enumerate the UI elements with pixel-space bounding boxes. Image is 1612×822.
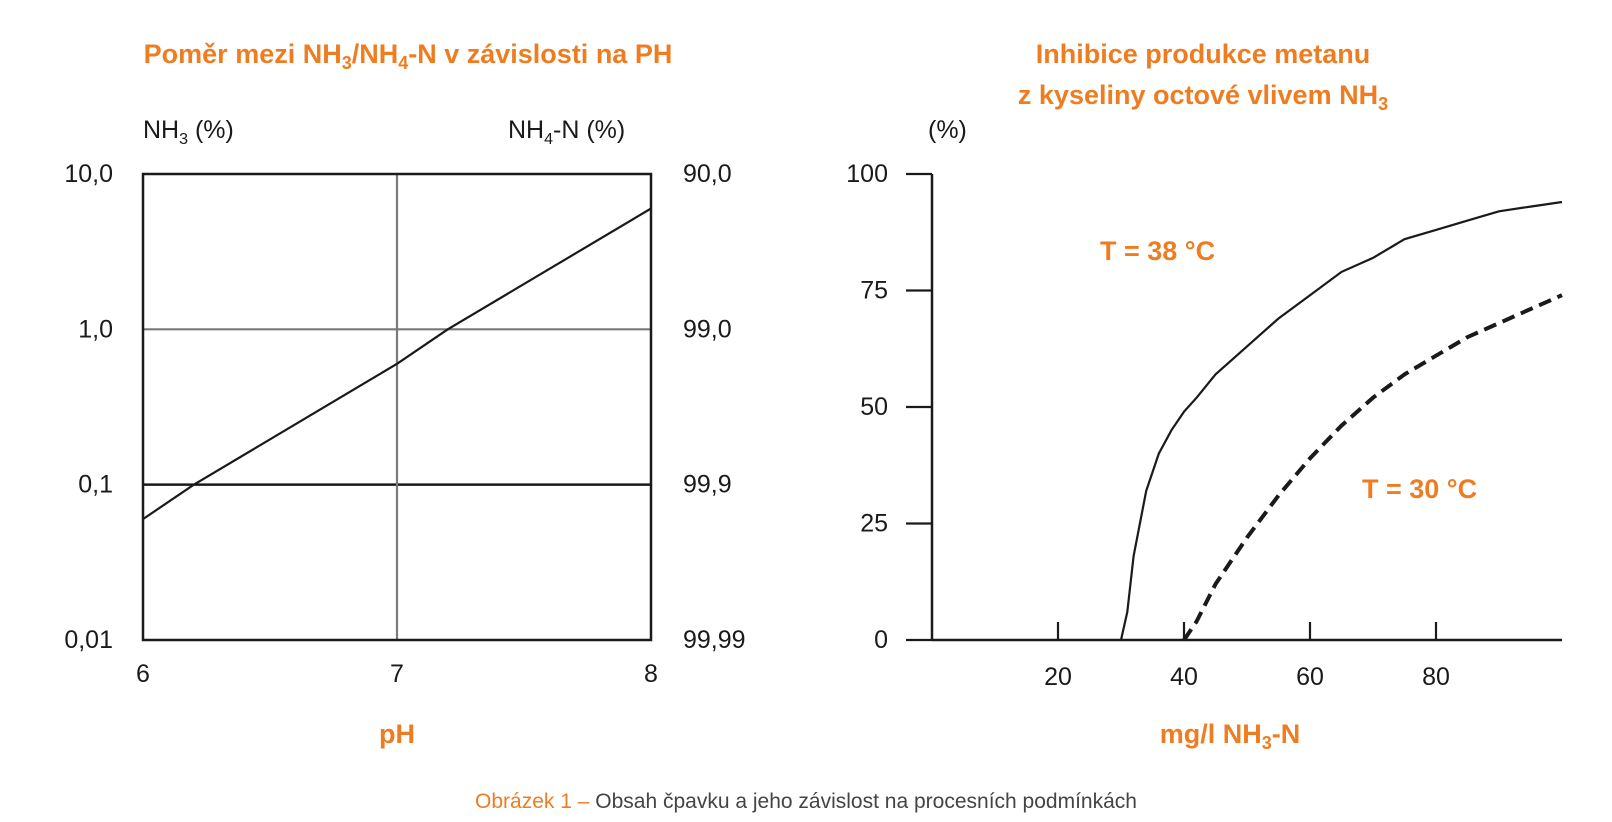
chart1-y-right-tick-label: 99,9: [683, 471, 732, 499]
chart1-series-line: [142, 207, 652, 521]
chart1-x-tick-label: 7: [390, 660, 404, 688]
chart2-tick-labels: 100 75 50 25 0 20 40 60 80: [846, 160, 1450, 691]
chart2-x-axis-title: mg/l NH3-N: [1160, 719, 1301, 753]
chart1-left-axis-label: NH3 (%): [143, 116, 234, 148]
chart1-tick-labels: 10,0 90,0 1,0 99,0 0,1 99,9 0,01 99,99 6 7 8: [64, 160, 745, 688]
chart2-y-tick-label: 0: [874, 626, 888, 654]
chart2-x-tick-label: 60: [1296, 663, 1324, 691]
chart2-y-tick-label: 75: [860, 277, 888, 305]
chart2-y-tick-label: 100: [846, 160, 888, 188]
chart1-y-right-tick-label: 90,0: [683, 160, 732, 188]
chart1-x-axis-title: pH: [379, 719, 415, 749]
chart2-series-line: [1182, 293, 1563, 642]
chart2-series: [1119, 200, 1563, 642]
chart2-y-axis-title: (%): [928, 116, 967, 144]
chart1-series: [142, 207, 652, 521]
chart2-y-tick-label: 50: [860, 393, 888, 421]
chart2-series-label: T = 38 °C: [1100, 236, 1215, 266]
chart1-y-right-tick-label: 99,0: [683, 315, 732, 343]
chart1-y-left-tick-label: 1,0: [78, 315, 113, 343]
chart2-series-line: [1119, 200, 1563, 641]
chart2-y-tick-label: 25: [860, 510, 888, 538]
chart1-right-axis-label: NH4-N (%): [508, 116, 625, 148]
chart2-title-line1: Inhibice produkce metanu: [1036, 39, 1371, 69]
chart1-y-right-tick-label: 99,99: [683, 626, 746, 654]
chart1-y-left-tick-label: 0,01: [64, 626, 113, 654]
chart1-title: Poměr mezi NH3/NH4-N v závislosti na PH: [144, 39, 673, 73]
chart1-x-tick-label: 6: [136, 660, 150, 688]
caption-text: Obsah čpavku a jeho závislost na procesn…: [595, 790, 1137, 813]
chart1-x-tick-label: 8: [644, 660, 658, 688]
chart1-plot-frame: [141, 172, 653, 642]
chart2-series-label: T = 30 °C: [1362, 474, 1477, 504]
chart1-grid: [143, 174, 651, 640]
figure-caption: Obrázek 1 – Obsah čpavku a jeho závislos…: [0, 790, 1612, 814]
chart1-y-left-tick-label: 0,1: [78, 471, 113, 499]
chart2-x-tick-label: 20: [1044, 663, 1072, 691]
chart2-title-line2: z kyseliny octové vlivem NH3: [1018, 80, 1388, 114]
chart2-axes: [906, 172, 1562, 642]
chart2-x-tick-label: 80: [1422, 663, 1450, 691]
chart2-series-labels: T = 38 °C T = 30 °C: [1100, 236, 1477, 504]
caption-label: Obrázek 1 –: [475, 790, 590, 813]
chart1-y-left-tick-label: 10,0: [64, 160, 113, 188]
chart2-x-tick-label: 40: [1170, 663, 1198, 691]
